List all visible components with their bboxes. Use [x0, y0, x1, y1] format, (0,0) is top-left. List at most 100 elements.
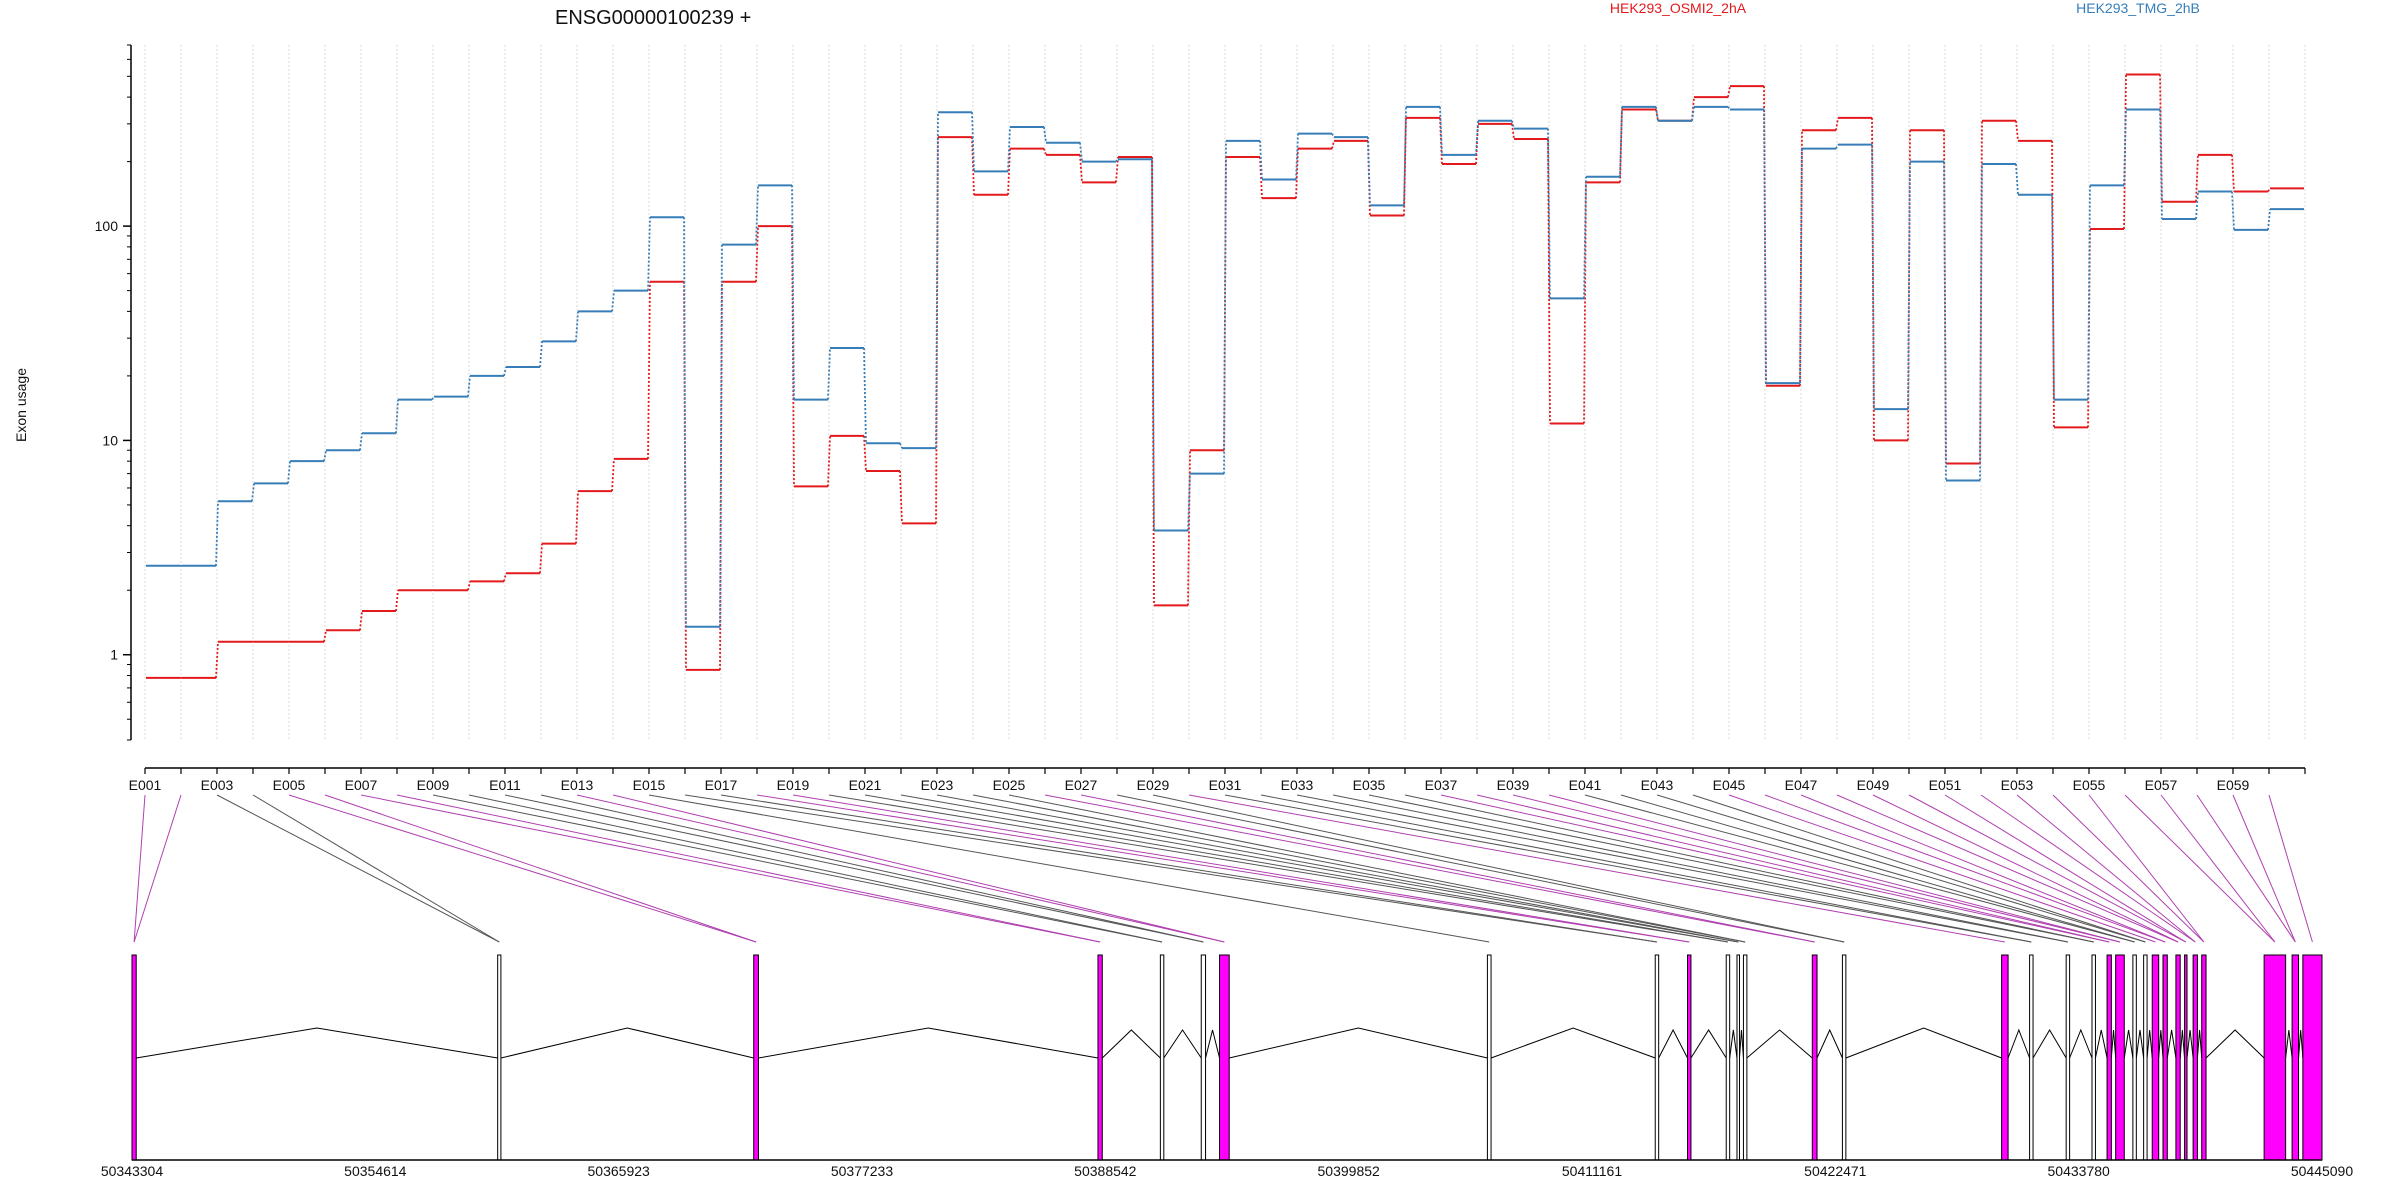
- x-tick-label: E045: [1713, 777, 1746, 793]
- series-connector: [827, 347, 831, 400]
- exon-connector: [216, 794, 500, 943]
- series-connector: [1151, 159, 1155, 531]
- exon-block-highlighted: [2192, 954, 2198, 1161]
- series-connector: [1007, 148, 1011, 195]
- series-connector: [251, 483, 255, 502]
- series-connector: [1871, 144, 1875, 410]
- exon-connector: [1800, 794, 2166, 943]
- exon-connector: [1764, 794, 2166, 943]
- intron-arc: [136, 1027, 498, 1059]
- intron-arc: [2110, 1029, 2117, 1059]
- x-tick-label: E057: [2145, 777, 2178, 793]
- exon-connector: [2268, 794, 2313, 943]
- series-connector: [1835, 117, 1839, 131]
- exon-connector: [360, 794, 1101, 943]
- intron-arc: [1845, 1027, 2002, 1059]
- exon-block-highlighted: [2184, 954, 2188, 1161]
- genomic-tick-label: 50422471: [1804, 1163, 1867, 1179]
- exon-block-highlighted: [2201, 954, 2207, 1161]
- series-connector: [503, 366, 507, 377]
- exon-connector: [612, 794, 1225, 943]
- exon-connector: [1908, 794, 2186, 943]
- intron-arc: [2186, 1029, 2194, 1059]
- exon-block-highlighted: [1811, 954, 1818, 1161]
- exon-block-highlighted: [2263, 954, 2287, 1161]
- x-tick-label: E055: [2073, 777, 2106, 793]
- series-connector: [1403, 117, 1407, 216]
- x-tick-label: E011: [489, 777, 521, 793]
- x-tick-label: E047: [1785, 777, 1818, 793]
- x-tick-label: E017: [705, 777, 738, 793]
- series-connector: [1331, 140, 1335, 149]
- x-tick-label: E013: [561, 777, 594, 793]
- intron-arc: [500, 1027, 754, 1059]
- exon-connector: [1692, 794, 2146, 943]
- series-connector: [899, 442, 903, 449]
- x-tick-label: E053: [2001, 777, 2034, 793]
- exon-connector: [1836, 794, 2179, 943]
- exon-block: [497, 954, 502, 1161]
- exon-connector: [432, 794, 1163, 943]
- series-1: [146, 105, 2304, 628]
- intron-arc: [1490, 1027, 1656, 1059]
- intron-arc: [2298, 1029, 2304, 1059]
- series-connector: [1979, 120, 1983, 464]
- genomic-tick-label: 50445090: [2291, 1163, 2354, 1179]
- exon-connector: [133, 794, 182, 943]
- x-tick-label: E021: [849, 777, 882, 793]
- exon-block-highlighted: [2291, 954, 2300, 1161]
- series-connector: [1115, 156, 1119, 183]
- gene-model: 50343304 50354614 50365923 50377233 50388542…: [101, 954, 2354, 1179]
- series-connector: [1043, 148, 1047, 156]
- series-connector: [539, 341, 543, 368]
- exon-block: [1200, 954, 1207, 1161]
- series-connector: [683, 281, 687, 670]
- exon-block: [1159, 954, 1165, 1161]
- exon-connector: [2232, 794, 2296, 943]
- exon-connector: [2196, 794, 2296, 943]
- exon-block: [2091, 954, 2096, 1161]
- genomic-tick-label: 50388542: [1074, 1163, 1137, 1179]
- x-tick-label: E001: [129, 777, 162, 793]
- series-connector: [575, 311, 579, 342]
- x-tick-label: E009: [417, 777, 450, 793]
- exon-block-highlighted: [2001, 954, 2009, 1161]
- series-connector: [1583, 182, 1587, 424]
- axes: 1 10 100 E001 E003 E005 E007 E009 E011 E013 E015 E0…: [95, 44, 2306, 793]
- intron-arc: [1816, 1028, 1843, 1059]
- series-connector: [755, 226, 759, 282]
- genomic-tick-label: 50411161: [1562, 1163, 1622, 1179]
- y-tick-label: 10: [102, 432, 118, 448]
- exon-connector: [900, 794, 1739, 943]
- exon-connector: [468, 794, 1163, 943]
- exon-connector: [540, 794, 1204, 943]
- exon-connector: [1872, 794, 2179, 943]
- intron-arc: [2007, 1028, 2031, 1059]
- exon-connector: [1260, 794, 2032, 943]
- x-tick-label: E051: [1929, 777, 1962, 793]
- series-connector: [1259, 140, 1263, 180]
- series-connector: [2267, 187, 2271, 193]
- intron-arc: [1101, 1029, 1161, 1059]
- series-connector: [1943, 161, 1947, 481]
- exon-connector: [2124, 794, 2276, 943]
- series-connector: [1619, 109, 1623, 183]
- series-connector: [611, 458, 615, 492]
- series-connector: [539, 543, 543, 574]
- y-axis-label: Exon usage: [13, 368, 29, 442]
- exon-connector: [396, 794, 1101, 943]
- series-connector: [2015, 163, 2019, 195]
- exon-block-highlighted: [2162, 954, 2168, 1161]
- intron-arc: [2123, 1029, 2134, 1059]
- series-connector: [1727, 85, 1731, 98]
- x-tick-label: E029: [1137, 777, 1170, 793]
- exon-block: [1742, 954, 1748, 1161]
- exon-connector: [1944, 794, 2187, 943]
- series-connector: [1511, 123, 1515, 140]
- series-connector: [1799, 130, 1803, 386]
- series-connector: [395, 399, 399, 434]
- exon-connector: [1080, 794, 1815, 943]
- exon-connector: [2088, 794, 2205, 943]
- series-connector: [2267, 209, 2271, 230]
- intron-arc: [1738, 1029, 1744, 1059]
